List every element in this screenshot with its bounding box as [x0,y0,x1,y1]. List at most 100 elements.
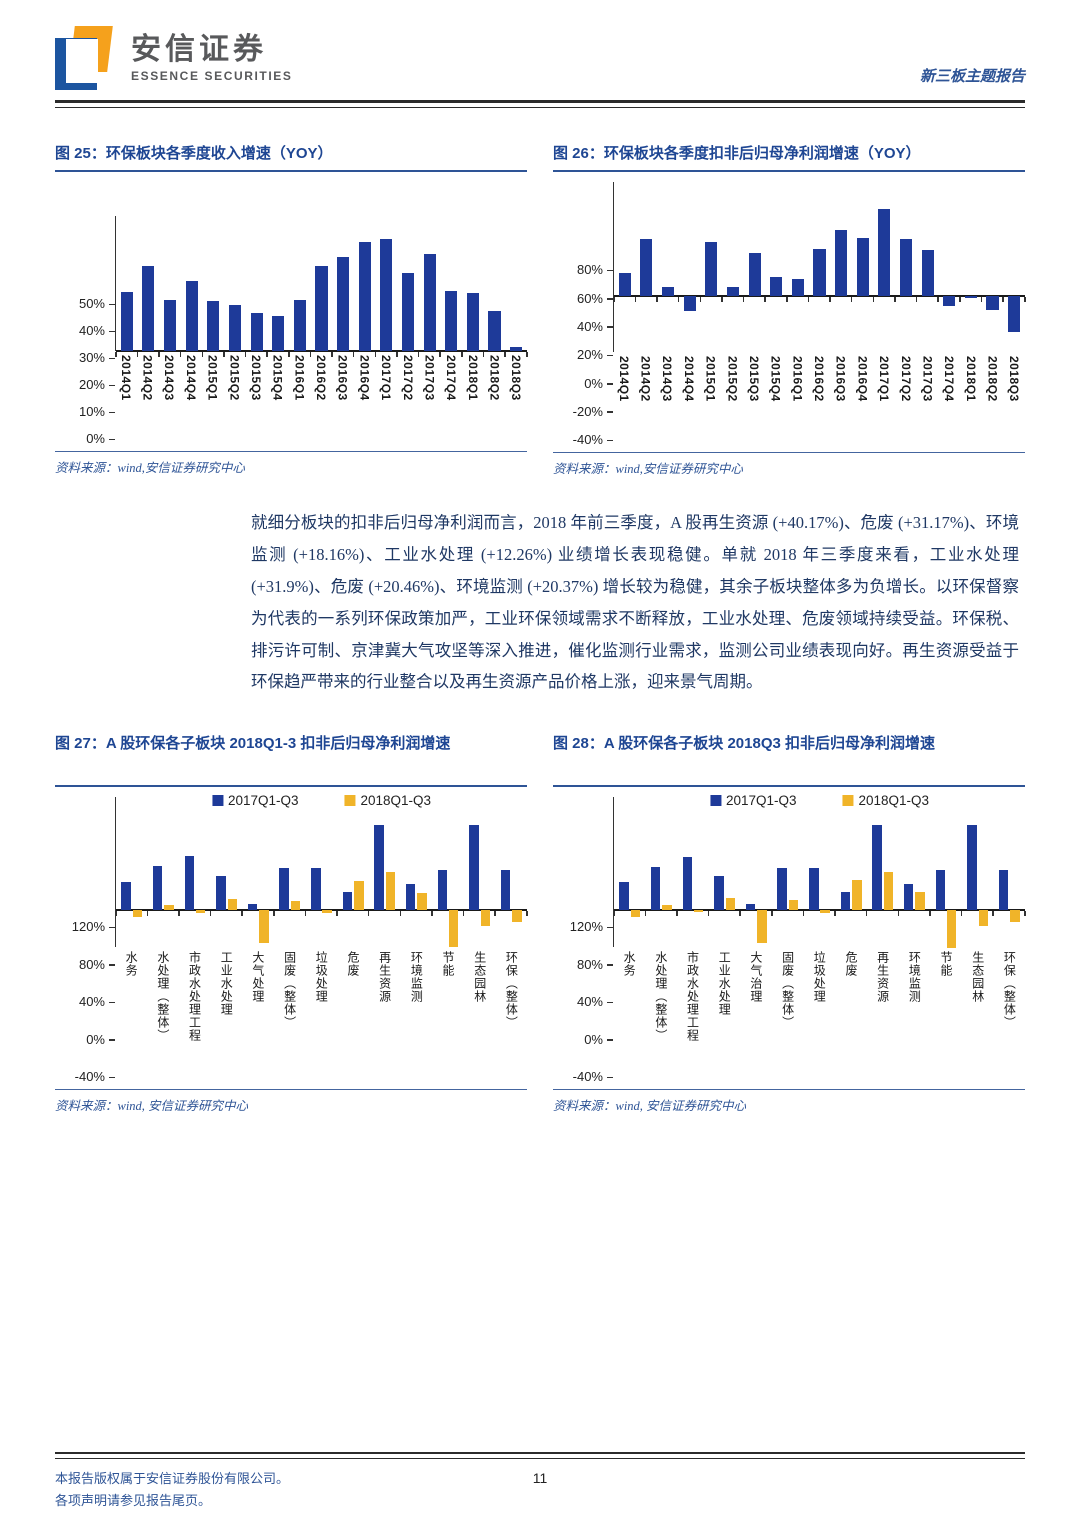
category-tick-mark [786,296,788,302]
x-label-slot: 2018Q3 [1003,356,1025,440]
x-axis-label: 节能 [441,951,456,978]
y-axis-tick-mark [109,926,115,929]
y-axis-tick-label: 50% [78,296,105,312]
bar-2018-节能 [946,909,957,949]
bar-2018-环保（整体） [1010,909,1020,922]
x-label-slot: 2015Q3 [743,356,765,440]
y-axis-tick-mark [607,354,613,357]
figure-28-chart: -40% 0% 40% 80% 120% 2017Q1-Q3 2018Q1-Q3 水务水… [553,793,1026,1084]
bar-2018-大气处理 [259,909,269,943]
x-axis-label: 2015Q3 [248,355,263,401]
bar-2014Q4 [683,295,696,312]
figure-27: 图 27：A 股环保各子板块 2018Q1-3 扣非后归母净利润增速 -40% 0… [55,732,528,1114]
bar-2018-垃圾处理 [322,909,332,913]
category-tick-mark [613,296,615,302]
category-tick-mark [676,910,678,916]
x-axis-label: 大气处理 [250,951,265,1004]
x-label-slot: 2017Q1 [375,355,397,439]
x-axis-labels: 水务 水处理（整体） 市政水处理工程 工业水处理 大气治理 固废（整体） 垃圾处理 危废 再生资… [613,951,1025,1077]
bar-2018-再生资源 [385,872,396,910]
x-axis-label: 工业水处理 [219,951,234,1017]
legend-swatch-gold [344,795,356,807]
x-axis-label: 市政水处理工程 [685,951,700,1043]
bar-2016Q1 [293,299,306,352]
brand-text: 安信证券 ESSENCE SECURITIES [131,33,293,83]
x-axis-label: 环保（整体） [1002,951,1017,1030]
bar-2014Q2 [142,266,155,352]
x-axis-label: 2014Q4 [183,355,198,401]
category-tick-mark [834,910,836,916]
legend-swatch-navy [709,795,721,807]
y-axis-tick-mark [109,303,115,306]
chart-legend: 2017Q1-Q3 2018Q1-Q3 [211,793,431,808]
x-label-slot: 2015Q1 [202,355,224,439]
x-label-slot: 2016Q2 [808,356,830,440]
bar-2016Q3 [337,256,350,352]
logo-white-shape [66,39,98,83]
y-axis-tick-label: -40% [74,1069,105,1085]
x-label-slot: 环境监测 [400,951,432,1077]
category-tick-mark [739,910,741,916]
x-label-slot: 节能 [432,951,464,1077]
y-axis-tick-label: 40% [78,994,105,1010]
x-axis-label: 生态园林 [472,951,487,1004]
x-axis-label: 2015Q2 [227,355,242,401]
x-axis-label: 2016Q3 [833,356,848,402]
bar-2017-大气处理 [247,904,258,910]
category-tick-mark [960,910,963,916]
category-tick-mark [179,352,182,358]
bar-2018-市政水处理工程 [195,909,206,913]
x-label-slot: 固废（整体） [273,951,305,1077]
legend-item-2017: 2017Q1-Q3 [709,793,797,808]
y-axis-tick-mark [109,964,115,966]
figure-25-title: 图 25：环保板块各季度收入增速（YOY） [55,142,527,173]
category-tick-mark [634,296,637,302]
x-axis-baseline [116,908,527,911]
y-axis-tick-label: 30% [78,350,105,366]
x-axis-baseline [614,908,1025,911]
x-label-slot: 2017Q3 [419,355,441,439]
y-axis-tick-mark [109,1039,115,1041]
category-tick-mark [462,910,465,916]
bar-2017-水处理（整体） [152,865,163,910]
x-axis-label: 2015Q2 [725,356,740,402]
x-label-slot: 生态园林 [464,951,496,1077]
x-axis-label: 再生资源 [875,951,890,1004]
x-label-slot: 2016Q4 [354,355,376,439]
category-tick-mark [223,352,225,358]
x-axis-label: 2014Q2 [638,356,653,402]
x-label-slot: 再生资源 [867,951,899,1077]
x-axis-label: 生态园林 [970,951,985,1004]
x-axis-label: 2017Q3 [422,355,437,401]
category-tick-mark [374,352,377,358]
x-label-slot: 2016Q2 [310,355,332,439]
category-tick-mark [136,352,139,358]
y-axis-tick-mark [607,1039,613,1041]
brand-logo: 安信证券 ESSENCE SECURITIES [55,26,293,90]
bar-2014Q4 [185,281,198,352]
bar-2014Q3 [662,287,675,296]
y-axis: 0% 10% 20% 30% 40% 50% [55,216,115,446]
bar-2017-水务 [619,881,629,910]
figure-25-chart: 0% 10% 20% 30% 40% 50% 2014Q1 2014Q2 2014Q3 2014… [55,216,528,446]
y-axis: -40% 0% 40% 80% 120% [55,797,115,1084]
footer-disclaimer: 本报告版权属于安信证券股份有限公司。 各项声明请参见报告尾页。 [55,1468,1025,1514]
plot-area [613,182,1026,353]
x-axis-label: 2017Q4 [942,356,957,402]
category-tick-mark [241,910,243,916]
x-axis-label: 2016Q2 [314,355,329,401]
essence-securities-logo-icon [55,26,117,90]
bar-2014Q1 [618,272,631,296]
category-tick-mark [526,352,528,358]
x-axis-label: 再生资源 [377,951,392,1004]
bar-2017-生态园林 [469,825,479,910]
category-tick-mark [178,910,180,916]
x-axis-label: 2018Q1 [963,356,978,402]
plot-area: 2017Q1-Q3 2018Q1-Q3 [613,793,1026,949]
y-axis-tick-label: 20% [78,377,105,393]
category-tick-mark [352,352,355,358]
category-tick-mark [417,352,420,358]
x-label-slot: 2016Q3 [830,356,852,440]
bar-2018Q3 [1008,295,1021,333]
